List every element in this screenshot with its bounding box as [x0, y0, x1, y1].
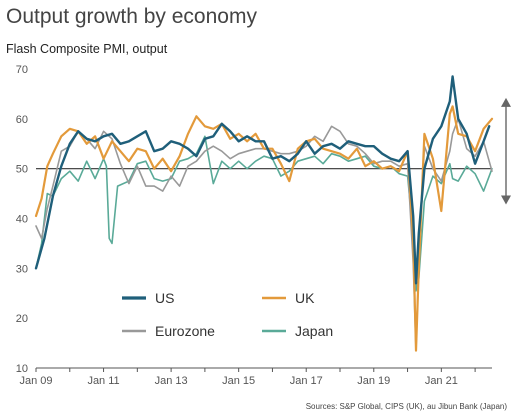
x-axis: Jan 09 Jan 11 Jan 13 Jan 15 Jan 17 Jan 19 Jan …	[19, 367, 492, 387]
legend-label-eurozone: Eurozone	[155, 323, 215, 339]
chart-source: Sources: S&P Global, CIPS (UK), au Jibun…	[306, 402, 508, 411]
y-tick-label: 50	[16, 164, 28, 176]
series-layer	[34, 75, 494, 352]
y-tick-label: 40	[16, 214, 28, 226]
arrow-head-up	[501, 97, 511, 107]
x-tick-label: Jan 13	[155, 375, 188, 387]
x-tick-label: Jan 15	[222, 375, 255, 387]
series-line-us	[34, 75, 491, 285]
x-tick-label: Jan 21	[425, 375, 458, 387]
legend-label-japan: Japan	[295, 323, 333, 339]
x-tick-label: Jan 11	[87, 375, 119, 387]
range-arrow	[501, 97, 511, 205]
y-tick-label: 10	[16, 363, 28, 375]
arrow-head-down	[501, 195, 511, 205]
y-tick-label: 30	[16, 263, 28, 275]
y-tick-label: 60	[16, 114, 28, 126]
chart-subtitle: Flash Composite PMI, output	[6, 42, 168, 56]
legend-label-us: US	[155, 290, 174, 306]
legend: US UK Eurozone Japan	[122, 290, 333, 339]
chart-title: Output growth by economy	[6, 5, 257, 28]
y-axis: 10 20 30 40 50 60 70	[16, 64, 28, 375]
y-tick-label: 70	[16, 64, 28, 76]
x-tick-label: Jan 19	[357, 375, 390, 387]
x-tick-label: Jan 09	[19, 375, 52, 387]
legend-label-uk: UK	[295, 290, 315, 306]
x-tick-label: Jan 17	[290, 375, 323, 387]
y-tick-label: 20	[16, 313, 28, 325]
